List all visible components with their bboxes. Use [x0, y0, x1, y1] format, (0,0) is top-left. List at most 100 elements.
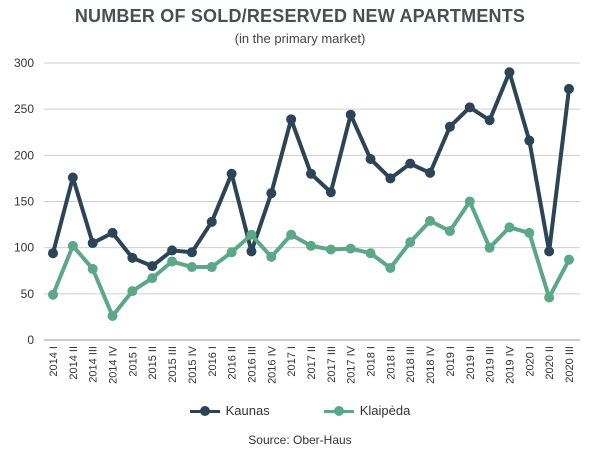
- data-point: [246, 229, 257, 240]
- x-tick-label: 2016 III: [246, 346, 258, 383]
- data-point: [147, 273, 158, 284]
- data-point: [365, 248, 376, 259]
- data-point: [325, 187, 336, 198]
- data-point: [107, 310, 118, 321]
- data-point: [186, 247, 197, 258]
- data-point: [286, 229, 297, 240]
- y-tick-label: 200: [14, 148, 34, 162]
- legend-swatch-klaipeda: [323, 404, 354, 418]
- x-tick-label: 2019 III: [485, 346, 497, 383]
- x-tick-label: 2014 II: [68, 346, 80, 380]
- series-1: [48, 196, 574, 321]
- data-point: [464, 196, 475, 207]
- x-tick-label: 2014 I: [48, 346, 60, 377]
- x-axis-ticks: 2014 I 2014 II 2014 III 2014 IV 2015 I 2015 I…: [48, 345, 576, 384]
- data-point: [464, 102, 475, 113]
- data-point: [385, 173, 396, 184]
- source-note: Source: Ober-Haus: [248, 433, 352, 447]
- data-point: [504, 67, 515, 78]
- x-tick-label: 2019 IV: [504, 345, 516, 384]
- data-point: [266, 188, 277, 199]
- x-tick-label: 2014 III: [88, 346, 100, 383]
- x-tick-label: 2015 IV: [187, 345, 199, 384]
- data-point: [564, 83, 574, 94]
- data-point: [425, 167, 436, 178]
- legend-item-kaunas: Kaunas: [189, 403, 270, 418]
- x-tick-label: 2018 III: [405, 346, 417, 383]
- data-point: [345, 109, 356, 120]
- data-point: [266, 251, 277, 262]
- y-tick-label: 100: [14, 241, 34, 255]
- y-tick-label: 150: [14, 195, 34, 209]
- x-tick-label: 2018 II: [385, 346, 397, 380]
- y-axis-ticks: 0 50 100 150 200 250 300: [14, 56, 34, 347]
- x-tick-label: 2016 II: [227, 346, 239, 380]
- data-point: [286, 114, 297, 125]
- data-point: [524, 227, 535, 238]
- x-tick-label: 2016 I: [207, 346, 219, 377]
- x-tick-label: 2017 IV: [346, 345, 358, 384]
- legend-label-klaipeda: Klaipėda: [359, 403, 411, 418]
- x-tick-label: 2018 I: [366, 346, 378, 377]
- x-tick-label: 2016 IV: [266, 345, 278, 384]
- data-point: [226, 168, 237, 179]
- data-point: [325, 244, 336, 255]
- data-point: [484, 115, 495, 126]
- chart-subtitle: (in the primary market): [234, 31, 366, 46]
- data-point: [167, 256, 178, 267]
- x-tick-label: 2018 IV: [425, 345, 437, 384]
- legend-label-kaunas: Kaunas: [225, 403, 270, 418]
- legend: Kaunas Klaipėda: [0, 403, 600, 418]
- x-tick-label: 2020 I: [524, 346, 536, 377]
- x-tick-label: 2020 III: [564, 346, 576, 383]
- data-point: [405, 158, 416, 169]
- data-point: [306, 168, 316, 179]
- data-point: [167, 245, 178, 256]
- legend-swatch-kaunas: [189, 404, 220, 418]
- data-point: [67, 172, 78, 183]
- data-point: [226, 247, 237, 258]
- data-point: [544, 246, 555, 257]
- data-point: [365, 154, 376, 165]
- data-point: [87, 238, 98, 249]
- series-lines: [48, 67, 574, 321]
- x-tick-label: 2015 III: [167, 346, 179, 383]
- x-tick-label: 2015 I: [127, 346, 139, 377]
- x-tick-label: 2017 I: [286, 346, 298, 377]
- data-point: [405, 237, 416, 248]
- data-point: [484, 242, 495, 253]
- y-tick-label: 250: [14, 102, 34, 116]
- data-point: [544, 292, 555, 303]
- data-point: [306, 240, 316, 251]
- data-point: [147, 261, 158, 272]
- data-point: [48, 248, 58, 259]
- data-point: [206, 262, 217, 273]
- data-point: [87, 263, 98, 274]
- data-point: [107, 227, 118, 238]
- x-tick-label: 2014 IV: [108, 345, 120, 384]
- data-point: [524, 135, 535, 146]
- data-point: [246, 246, 257, 257]
- data-point: [67, 240, 78, 251]
- data-point: [206, 216, 217, 227]
- data-point: [385, 262, 396, 273]
- data-point: [504, 222, 515, 233]
- data-point: [345, 243, 356, 254]
- legend-item-klaipeda: Klaipėda: [323, 403, 411, 418]
- x-tick-label: 2015 II: [147, 346, 159, 380]
- y-tick-label: 50: [21, 287, 35, 301]
- data-point: [444, 226, 455, 237]
- data-point: [127, 286, 138, 297]
- x-tick-label: 2017 III: [326, 346, 338, 383]
- x-tick-label: 2019 I: [445, 346, 457, 377]
- data-point: [48, 289, 58, 300]
- x-tick-label: 2020 II: [544, 346, 556, 380]
- x-tick-label: 2017 II: [306, 346, 318, 380]
- data-point: [127, 252, 138, 263]
- series-0: [48, 67, 574, 272]
- x-tick-label: 2019 II: [465, 346, 477, 380]
- chart-title: NUMBER OF SOLD/RESERVED NEW APARTMENTS: [74, 6, 526, 26]
- data-point: [444, 121, 455, 132]
- y-tick-label: 0: [27, 333, 34, 347]
